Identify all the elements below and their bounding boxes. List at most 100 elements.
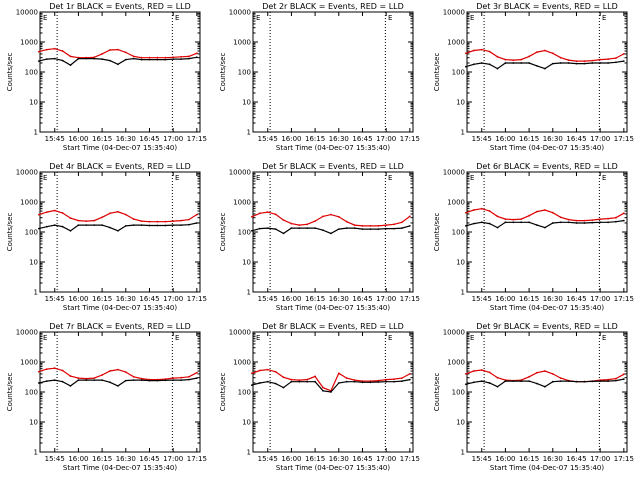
y-tick-label: 10000 — [229, 169, 251, 177]
data-point-events — [38, 227, 40, 230]
data-point-lld — [85, 377, 88, 380]
data-point-events — [607, 62, 609, 64]
y-tick-label: 1000 — [20, 199, 38, 207]
data-point-lld — [180, 219, 183, 222]
data-point-events — [93, 379, 96, 381]
data-point-lld — [504, 58, 507, 61]
y-axis-label: Counts/sec — [219, 373, 227, 412]
data-point-events — [472, 63, 475, 66]
data-point-lld — [148, 56, 151, 59]
x-tick-label: 15:45 — [258, 455, 278, 463]
data-point-lld — [109, 370, 111, 372]
data-point-events — [353, 380, 356, 383]
detector-panel: Det 2r BLACK = Events, RED = LLD 1 10 100 10… — [219, 2, 420, 152]
data-point-lld — [575, 60, 578, 62]
data-point-events — [488, 63, 491, 66]
corner-mark: E — [43, 334, 47, 342]
data-point-events — [496, 385, 499, 388]
detector-panel: Det 9r BLACK = Events, RED = LLD 1 10 100 10… — [433, 322, 634, 472]
y-tick-label: 10000 — [443, 169, 465, 177]
data-point-events — [567, 221, 570, 224]
data-point-events — [401, 227, 403, 230]
data-point-events — [528, 221, 530, 224]
y-tick-label: 100 — [238, 69, 251, 77]
y-tick-label: 100 — [452, 389, 465, 397]
x-tick-label: 16:15 — [305, 455, 325, 463]
data-point-lld — [172, 220, 175, 223]
data-point-lld — [266, 211, 269, 214]
data-point-lld — [45, 48, 48, 51]
data-point-lld — [258, 369, 261, 372]
data-point-lld — [607, 58, 609, 60]
data-point-events — [45, 225, 48, 228]
data-point-events — [551, 62, 554, 65]
data-point-lld — [77, 377, 80, 379]
data-point-events — [61, 59, 64, 62]
x-tick-label: 17:00 — [590, 295, 610, 303]
y-tick-label: 10 — [242, 99, 251, 107]
y-axis-label: Counts/sec — [6, 213, 14, 252]
data-point-lld — [101, 216, 103, 219]
y-axis-label: Counts/sec — [219, 213, 227, 252]
data-point-events — [401, 380, 403, 382]
x-tick-label: 16:45 — [139, 455, 159, 463]
data-point-events — [536, 224, 538, 227]
plot-frame — [466, 331, 628, 453]
data-point-lld — [53, 47, 56, 50]
corner-mark: E — [43, 174, 47, 182]
data-point-events — [599, 221, 602, 224]
data-point-lld — [148, 220, 151, 223]
data-point-events — [622, 378, 625, 380]
x-tick-label: 17:00 — [163, 135, 183, 143]
panel-title: Det 4r BLACK = Events, RED = LLD — [49, 162, 191, 171]
data-point-lld — [188, 55, 190, 58]
data-point-events — [298, 380, 301, 383]
data-point-lld — [520, 218, 523, 221]
corner-mark: E — [388, 14, 392, 22]
data-point-lld — [337, 372, 340, 375]
data-point-lld — [188, 375, 190, 378]
y-tick-label: 10000 — [16, 9, 38, 17]
x-tick-label: 15:45 — [472, 295, 492, 303]
data-point-lld — [337, 215, 340, 218]
detector-panel: Det 8r BLACK = Events, RED = LLD 1 10 100 10… — [219, 322, 420, 472]
data-point-lld — [195, 213, 198, 216]
data-point-events — [385, 380, 388, 383]
data-point-lld — [544, 209, 546, 211]
x-tick-label: 16:45 — [566, 455, 586, 463]
data-point-events — [496, 226, 499, 229]
data-point-lld — [93, 219, 96, 222]
corner-mark: E — [470, 334, 474, 342]
data-point-events — [353, 227, 356, 230]
y-tick-label: 10000 — [16, 169, 38, 177]
data-point-lld — [38, 50, 40, 53]
data-point-lld — [188, 218, 190, 221]
data-point-lld — [607, 217, 609, 220]
data-point-events — [77, 379, 80, 381]
data-point-events — [465, 383, 467, 386]
data-point-events — [38, 60, 40, 62]
data-point-lld — [124, 51, 127, 54]
data-point-lld — [591, 59, 594, 62]
data-point-events — [195, 222, 198, 224]
data-point-events — [266, 380, 269, 383]
detector-panel: Det 6r BLACK = Events, RED = LLD 1 10 100 10… — [433, 162, 634, 312]
data-point-events — [322, 229, 324, 232]
data-point-events — [322, 389, 324, 392]
data-point-lld — [290, 222, 293, 225]
x-tick-label: 16:45 — [139, 135, 159, 143]
data-point-events — [480, 380, 483, 382]
data-point-events — [583, 222, 586, 224]
data-point-events — [117, 385, 119, 387]
y-tick-label: 100 — [452, 229, 465, 237]
data-point-lld — [512, 218, 515, 221]
x-tick-label: 16:30 — [543, 135, 563, 143]
x-tick-label: 16:00 — [68, 455, 88, 463]
x-tick-label: 16:30 — [329, 455, 349, 463]
data-point-events — [172, 379, 175, 381]
data-point-lld — [353, 224, 356, 227]
data-point-lld — [101, 53, 103, 55]
x-axis-label: Start Time (04-Dec-07 15:35:40) — [490, 304, 604, 312]
data-point-lld — [385, 378, 388, 381]
x-tick-label: 17:00 — [376, 135, 396, 143]
